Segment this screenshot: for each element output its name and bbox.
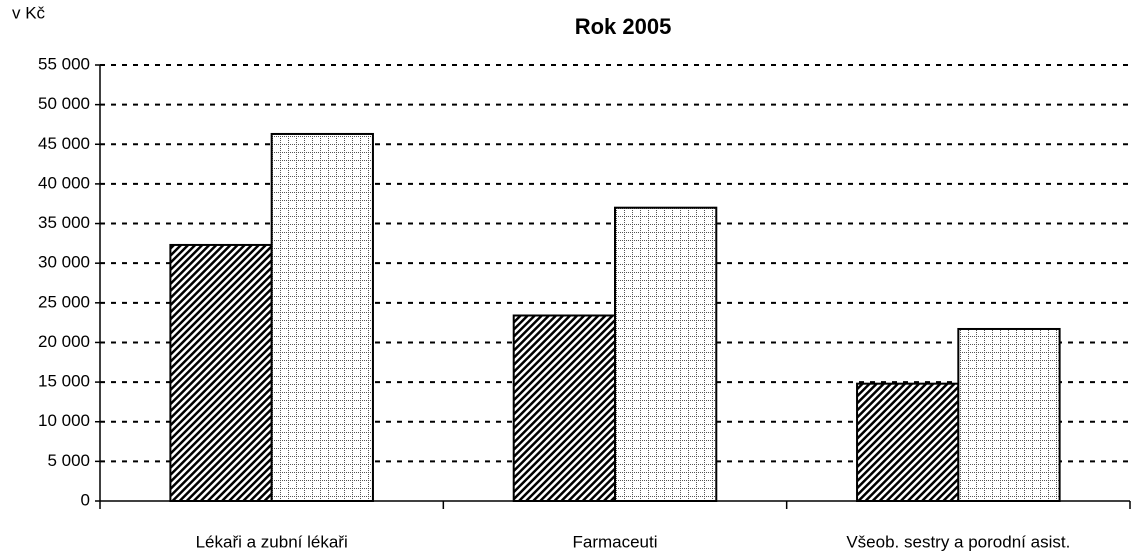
- y-tick-label: 40 000: [38, 173, 90, 192]
- x-tick-label: Farmaceuti: [572, 532, 657, 551]
- y-tick-label: 5 000: [47, 451, 90, 470]
- bar: [856, 382, 960, 502]
- y-tick-label: 30 000: [38, 253, 90, 272]
- y-tick-label: 20 000: [38, 332, 90, 351]
- x-tick-label: Všeob. sestry a porodní asist.: [846, 532, 1070, 551]
- y-tick-label: 55 000: [38, 54, 90, 73]
- bar: [614, 206, 718, 502]
- bar: [169, 243, 273, 502]
- y-tick-label: 15 000: [38, 372, 90, 391]
- y-axis-label: v Kč: [12, 3, 46, 22]
- y-tick-label: 0: [81, 490, 90, 509]
- y-tick-label: 35 000: [38, 213, 90, 232]
- bar: [270, 132, 374, 502]
- x-tick-label: Lékaři a zubní lékaři: [196, 532, 348, 551]
- bar: [512, 314, 617, 503]
- y-tick-label: 45 000: [38, 134, 90, 153]
- y-tick-label: 25 000: [38, 292, 90, 311]
- bar: [957, 327, 1061, 502]
- chart-title: Rok 2005: [575, 14, 672, 39]
- y-tick-label: 50 000: [38, 94, 90, 113]
- y-tick-label: 10 000: [38, 411, 90, 430]
